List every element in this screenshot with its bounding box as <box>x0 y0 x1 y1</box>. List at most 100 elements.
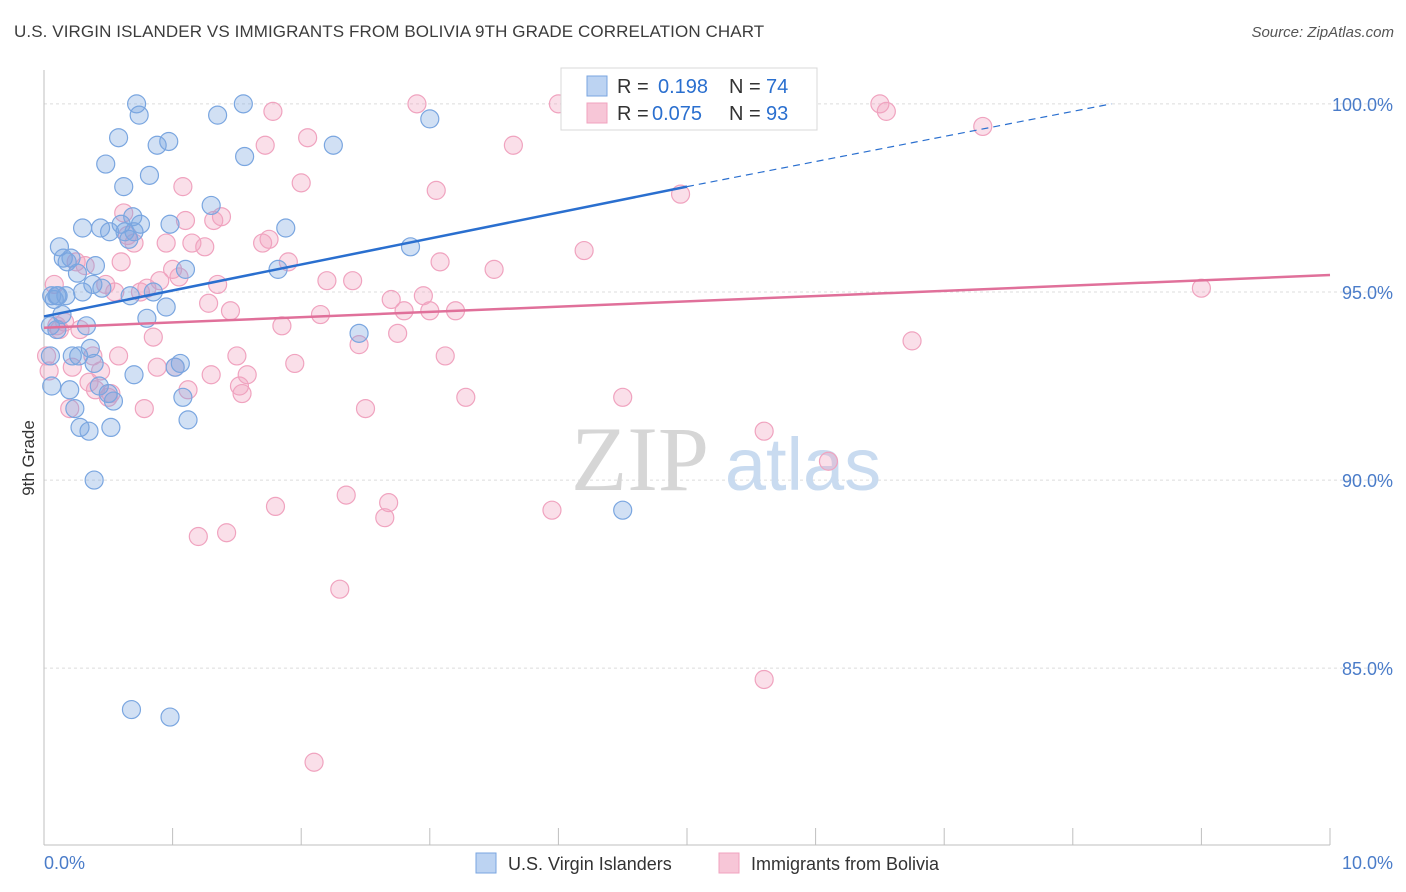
point-bolivia-38 <box>195 237 215 257</box>
legend-n-value-vi: 74 <box>766 76 788 98</box>
point-virgin-islanders-1 <box>40 346 61 366</box>
point-bolivia-52 <box>259 229 279 249</box>
point-bolivia-48 <box>232 383 252 404</box>
point-bolivia-73 <box>407 94 427 114</box>
point-bolivia-29 <box>156 233 176 253</box>
watermark-atlas: atlas <box>725 423 881 506</box>
chart-source: Source: ZipAtlas.com <box>1251 24 1394 41</box>
point-bolivia-40 <box>201 365 221 385</box>
point-virgin-islanders-23 <box>85 256 106 276</box>
point-bolivia-26 <box>143 327 163 347</box>
y-tick-label-100: 100.0% <box>1332 95 1393 115</box>
point-virgin-islanders-6 <box>49 237 70 257</box>
point-virgin-islanders-35 <box>114 177 134 197</box>
point-bolivia-11 <box>83 346 103 366</box>
point-virgin-islanders-17 <box>72 282 93 302</box>
point-virgin-islanders-32 <box>103 391 124 411</box>
point-virgin-islanders-24 <box>84 470 104 490</box>
point-bolivia-36 <box>182 233 202 253</box>
point-bolivia-80 <box>456 387 476 407</box>
point-bolivia-92 <box>876 101 896 121</box>
point-bolivia-6 <box>62 357 82 377</box>
point-virgin-islanders-33 <box>108 128 129 148</box>
trend-lines <box>43 103 1331 329</box>
point-bolivia-39 <box>199 293 219 313</box>
point-bolivia-69 <box>379 493 399 513</box>
point-virgin-islanders-22 <box>84 353 104 374</box>
point-bolivia-19 <box>111 252 131 272</box>
point-virgin-islanders-42 <box>129 105 149 125</box>
legend-r-value-bolivia: 0.075 <box>652 103 702 125</box>
point-virgin-islanders-27 <box>92 278 112 298</box>
y-axis-label: 9th Grade <box>19 420 38 496</box>
point-bolivia-32 <box>169 267 189 287</box>
point-bolivia-55 <box>272 316 292 336</box>
watermark: ZIP atlas <box>571 408 881 510</box>
bottom-legend-swatch-virgin-islanders <box>475 852 497 874</box>
series-virgin-islanders-points <box>40 94 633 727</box>
point-bolivia-63 <box>330 579 350 599</box>
point-bolivia-28 <box>150 271 170 291</box>
point-virgin-islanders-2 <box>42 376 62 396</box>
point-bolivia-91 <box>870 94 890 114</box>
point-bolivia-37 <box>188 526 208 547</box>
point-bolivia-27 <box>147 357 167 377</box>
y-tick-label-95: 95.0% <box>1342 283 1393 303</box>
point-bolivia-59 <box>298 128 318 148</box>
point-virgin-islanders-10 <box>60 380 80 400</box>
point-virgin-islanders-49 <box>159 131 179 152</box>
point-bolivia-77 <box>430 252 450 272</box>
point-virgin-islanders-13 <box>65 398 85 419</box>
point-bolivia-1 <box>39 361 59 381</box>
point-bolivia-93 <box>902 331 922 351</box>
point-bolivia-33 <box>173 177 193 197</box>
legend-swatch-virgin-islanders <box>586 75 608 97</box>
point-bolivia-81 <box>484 259 504 279</box>
point-virgin-islanders-65 <box>420 109 440 129</box>
point-virgin-islanders-72 <box>124 222 144 242</box>
point-virgin-islanders-62 <box>323 135 343 155</box>
point-virgin-islanders-53 <box>173 387 193 407</box>
point-bolivia-44 <box>217 523 237 543</box>
point-virgin-islanders-38 <box>120 286 140 306</box>
point-bolivia-58 <box>291 173 311 193</box>
point-bolivia-34 <box>175 210 196 231</box>
x-tick-label-right: 10.0% <box>1342 853 1393 873</box>
point-bolivia-49 <box>237 365 257 385</box>
point-bolivia-47 <box>229 376 250 396</box>
point-bolivia-76 <box>426 180 446 200</box>
point-bolivia-62 <box>317 271 337 291</box>
legend-swatch-bolivia <box>586 102 608 124</box>
point-bolivia-89 <box>754 669 774 690</box>
point-virgin-islanders-40 <box>123 207 143 227</box>
point-bolivia-71 <box>388 323 408 343</box>
point-virgin-islanders-19 <box>79 421 99 441</box>
point-bolivia-67 <box>355 398 376 419</box>
point-virgin-islanders-63 <box>349 323 369 343</box>
point-virgin-islanders-47 <box>147 135 167 155</box>
point-virgin-islanders-68 <box>160 707 180 727</box>
point-bolivia-60 <box>304 752 324 772</box>
point-virgin-islanders-43 <box>130 214 151 234</box>
point-virgin-islanders-71 <box>72 218 93 238</box>
point-virgin-islanders-56 <box>201 195 221 216</box>
point-virgin-islanders-48 <box>156 297 176 317</box>
point-bolivia-2 <box>44 274 64 295</box>
point-virgin-islanders-28 <box>96 154 116 174</box>
bottom-legend: U.S. Virgin Islanders Immigrants from Bo… <box>475 852 940 874</box>
point-virgin-islanders-41 <box>126 94 147 114</box>
x-tick-label-left: 0.0% <box>44 853 85 873</box>
legend-r-label-bolivia: R = <box>617 103 649 125</box>
point-bolivia-53 <box>263 101 283 121</box>
point-virgin-islanders-31 <box>101 417 121 438</box>
point-bolivia-51 <box>255 135 275 155</box>
trendline-virgin-islanders <box>43 185 688 318</box>
point-virgin-islanders-30 <box>99 222 120 242</box>
point-bolivia-83 <box>542 500 562 520</box>
bottom-legend-label-virgin-islanders: U.S. Virgin Islanders <box>508 854 672 874</box>
watermark-zip: ZIP <box>571 408 709 510</box>
point-virgin-islanders-15 <box>69 346 89 366</box>
point-virgin-islanders-50 <box>160 214 180 234</box>
point-virgin-islanders-66 <box>613 500 633 520</box>
chart-title: U.S. VIRGIN ISLANDER VS IMMIGRANTS FROM … <box>14 22 765 41</box>
